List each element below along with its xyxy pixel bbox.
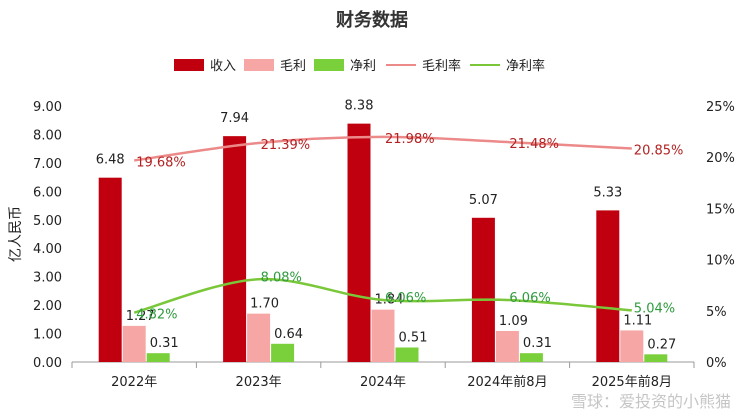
y-tick-label: 7.00 <box>33 157 62 172</box>
legend-label-5: 净利率 <box>506 58 545 74</box>
y-tick-label: 6.00 <box>33 185 62 200</box>
x-tick-label: 2024年前8月 <box>467 374 547 390</box>
y-tick-label: 5.00 <box>33 214 62 229</box>
bar-label-2: 1.70 <box>250 297 279 312</box>
chart-title: 财务数据 <box>336 9 408 31</box>
bar-2 <box>495 330 519 362</box>
legend-label-4: 毛利率 <box>422 58 461 74</box>
bar-label-1: 7.94 <box>220 111 249 126</box>
legend-label-2: 毛利 <box>280 59 306 74</box>
watermark: 雪球：爱投资的小熊猫 <box>570 392 731 411</box>
y-tick-label: 4.00 <box>33 242 62 257</box>
bar-3 <box>395 347 419 362</box>
y2-tick-label: 25% <box>706 100 735 115</box>
y-tick-label: 1.00 <box>33 328 62 343</box>
bar-1 <box>596 210 620 362</box>
y-axis-label: 亿人民币 <box>8 206 24 262</box>
y2-tick-label: 10% <box>706 254 735 269</box>
y2-tick-label: 20% <box>706 151 735 166</box>
bar-label-1: 5.33 <box>593 185 622 200</box>
bar-label-3: 0.51 <box>399 330 428 345</box>
line-series-2 <box>133 277 632 314</box>
bar-2 <box>371 309 395 362</box>
bar-1 <box>347 123 371 362</box>
line-series-1 <box>134 135 632 162</box>
bar-label-3: 0.27 <box>647 337 676 352</box>
y-tick-label: 2.00 <box>33 299 62 314</box>
legend-swatch-1 <box>174 59 204 71</box>
x-tick-label: 2022年 <box>111 375 157 390</box>
y2-tick-label: 5% <box>706 305 727 320</box>
bar-3 <box>271 343 295 362</box>
line-label-1: 20.85% <box>634 143 684 158</box>
legend-label-3: 净利 <box>350 59 376 74</box>
bar-label-2: 1.09 <box>499 314 528 329</box>
bar-1 <box>223 136 247 362</box>
bar-2 <box>122 325 146 362</box>
y2-tick-label: 15% <box>706 202 735 217</box>
line-label-1: 21.98% <box>385 132 435 147</box>
y-tick-label: 3.00 <box>33 271 62 286</box>
line-label-2: 4.82% <box>136 308 177 323</box>
y-tick-label: 9.00 <box>33 100 62 115</box>
line-label-2: 5.04% <box>634 301 675 316</box>
legend-label-1: 收入 <box>210 59 236 74</box>
bar-2 <box>247 313 271 362</box>
bar-label-1: 8.38 <box>345 99 374 114</box>
x-tick-label: 2023年 <box>236 375 282 390</box>
y-tick-label: 0.00 <box>33 356 62 371</box>
x-tick-label: 2024年 <box>360 375 406 390</box>
legend-swatch-3 <box>314 59 344 71</box>
bar-label-3: 0.31 <box>150 336 179 351</box>
bar-label-2: 1.11 <box>623 313 652 328</box>
bar-3 <box>146 353 170 362</box>
bar-3 <box>519 353 543 362</box>
line-label-1: 21.48% <box>509 137 559 152</box>
line-label-2: 6.06% <box>385 291 426 306</box>
line-label-2: 8.08% <box>261 270 302 285</box>
bar-3 <box>644 354 668 362</box>
bar-1 <box>471 217 495 362</box>
bar-label-1: 5.07 <box>469 193 498 208</box>
bar-1 <box>98 177 122 362</box>
y-tick-label: 8.00 <box>33 128 62 143</box>
bar-label-3: 0.64 <box>274 327 303 342</box>
line-label-1: 21.39% <box>261 138 311 153</box>
legend-swatch-2 <box>244 59 274 71</box>
bar-label-1: 6.48 <box>96 153 125 168</box>
y2-tick-label: 0% <box>706 356 727 371</box>
bar-label-3: 0.31 <box>523 336 552 351</box>
bar-2 <box>620 330 644 362</box>
line-label-1: 19.68% <box>136 155 186 170</box>
x-tick-label: 2025年前8月 <box>592 374 672 390</box>
line-label-2: 6.06% <box>509 291 550 306</box>
bar-label-2: 1.27 <box>126 309 155 324</box>
